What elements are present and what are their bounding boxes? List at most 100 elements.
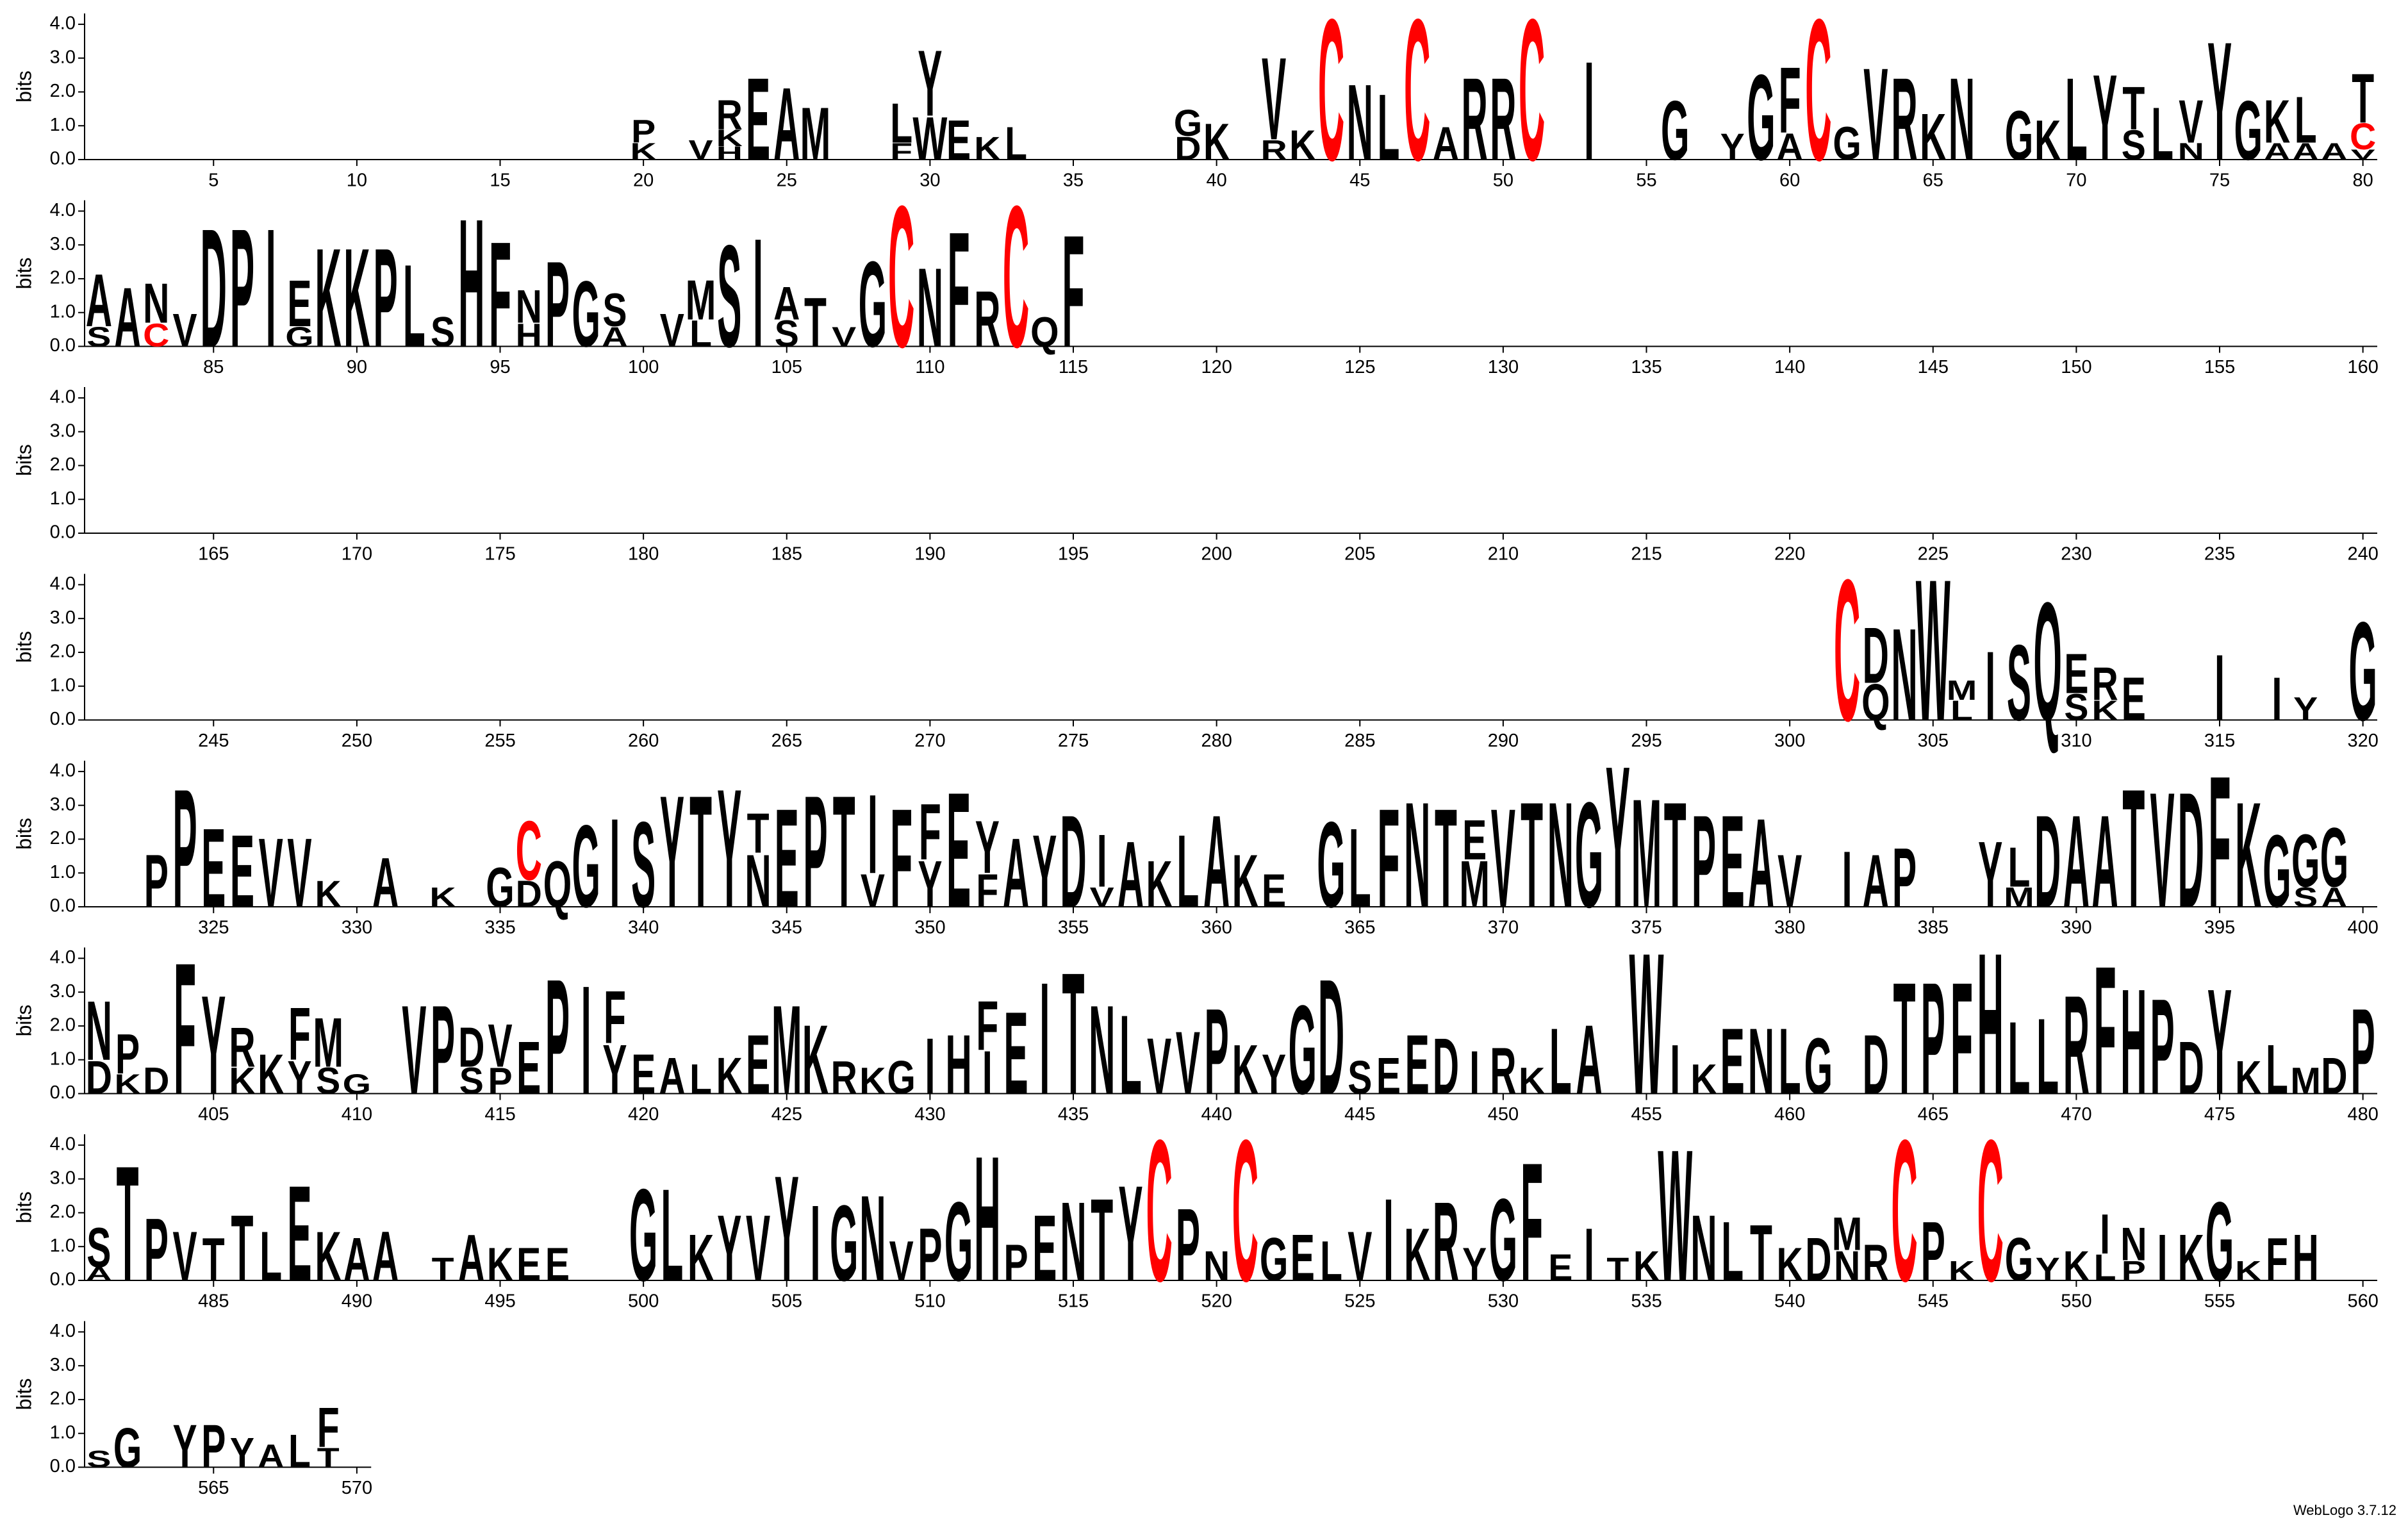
logo-letter: E — [1405, 1017, 1430, 1112]
x-tick-label: 225 — [1918, 544, 1949, 565]
logo-letter: N — [1834, 1243, 1860, 1290]
logo-letter: L — [1779, 1008, 1801, 1114]
logo-letter: K — [1690, 1056, 1717, 1104]
logo-letter: I — [753, 207, 763, 380]
logo-letter: T — [1750, 1208, 1772, 1298]
logo-letter: K — [2235, 1052, 2261, 1104]
y-tick-label: 0.0 — [50, 1082, 76, 1103]
logo-letter: P — [1921, 1204, 1945, 1299]
logo-letter: G — [2005, 1225, 2033, 1294]
logo-letter: A — [114, 270, 140, 365]
x-tick-label: 95 — [490, 357, 510, 377]
logo-letter: S — [87, 1446, 111, 1472]
y-tick-label: 4.0 — [50, 1321, 76, 1341]
x-tick-label: 90 — [347, 357, 367, 377]
logo-letter: L — [689, 313, 712, 355]
logo-letter: G — [1260, 1225, 1288, 1294]
x-tick-label: 520 — [1201, 1291, 1232, 1312]
logo-letter: K — [716, 126, 743, 151]
logo-letter: E — [545, 1238, 570, 1290]
logo-letter: A — [86, 1264, 112, 1285]
logo-row: bits 0.0 1.0 2.0 3.0 4.0 165 170 175 180 185 190 195… — [12, 387, 2378, 565]
logo-letter: F — [948, 199, 970, 382]
y-tick-label: 1.0 — [50, 488, 76, 509]
logo-letter: T — [1062, 937, 1085, 1131]
x-tick-label: 360 — [1201, 918, 1232, 938]
logo-letter: C — [1232, 1098, 1258, 1324]
logo-letter: P — [545, 236, 570, 372]
logo-letter: W — [1658, 1111, 1692, 1321]
logo-letter: S — [459, 1061, 484, 1102]
logo-letter: M — [1832, 1208, 1863, 1260]
logo-letter: K — [487, 1238, 513, 1290]
logo-letter: C — [516, 803, 542, 898]
logo-letter: S — [2122, 122, 2146, 169]
logo-letter: K — [315, 1217, 342, 1296]
logo-letter: K — [802, 1004, 829, 1114]
logo-letter: L — [1320, 1230, 1342, 1293]
y-tick-label: 0.0 — [50, 1456, 76, 1477]
x-tick-label: 570 — [342, 1478, 372, 1498]
x-tick-label: 260 — [628, 731, 659, 751]
logo-letter: L — [689, 1056, 712, 1104]
x-tick-label: 285 — [1344, 731, 1375, 751]
logo-letter: M — [1947, 674, 1977, 706]
x-tick-label: 135 — [1631, 357, 1662, 377]
logo-letter: I — [2157, 1221, 2168, 1295]
logo-letter: Y — [717, 754, 741, 943]
logo-letter: E — [1004, 987, 1028, 1118]
x-tick-label: 315 — [2204, 731, 2235, 751]
logo-letter: K — [1232, 1030, 1258, 1109]
logo-letter: A — [258, 1437, 284, 1475]
footer: WebLogo 3.7.12 — [2293, 1502, 2396, 1518]
x-tick-label: 70 — [2066, 170, 2086, 191]
logo-letter: G — [572, 261, 600, 367]
x-tick-label: 380 — [1774, 918, 1805, 938]
logo-letter: K — [2264, 88, 2290, 156]
logo-letter: F — [890, 781, 912, 938]
logo-letter: E — [287, 267, 311, 340]
logo-letter: L — [2094, 1247, 2116, 1289]
logo-letter: Y — [1720, 126, 1745, 168]
logo-letter: E — [516, 1025, 541, 1110]
x-tick-label: 75 — [2209, 170, 2230, 191]
x-tick-label: 140 — [1774, 357, 1805, 377]
logo-letter: R — [2063, 967, 2090, 1124]
logo-row: bits 0.0 1.0 2.0 3.0 4.0 5 10 15 20 25 30 35 40 45 50 55… — [12, 0, 2377, 203]
y-tick-label: 2.0 — [50, 828, 76, 848]
y-tick-label: 2.0 — [50, 454, 76, 475]
logo-letter: D — [201, 194, 227, 383]
logo-letter: G — [2234, 83, 2263, 178]
logo-letter: C — [143, 317, 169, 354]
logo-letter: C — [1834, 538, 1860, 764]
logo-letter: E — [946, 759, 971, 942]
logo-letter: N — [1891, 601, 1917, 748]
logo-letter: K — [315, 220, 342, 377]
logo-letter: G — [2005, 96, 2033, 175]
logo-letter: D — [143, 1061, 169, 1102]
logo-letter: H — [945, 1017, 971, 1112]
x-tick-label: 445 — [1344, 1104, 1375, 1125]
logo-letter: E — [1720, 788, 1745, 935]
x-tick-label: 270 — [914, 731, 945, 751]
logo-letter: R — [1891, 53, 1917, 185]
logo-letter: S — [87, 321, 111, 352]
logo-letter: C — [1146, 1098, 1173, 1324]
logo-letter: L — [1950, 695, 1973, 726]
y-tick-label: 4.0 — [50, 387, 76, 408]
logo-letter: E — [746, 53, 770, 185]
x-tick-label: 435 — [1058, 1104, 1089, 1125]
logo-letter: Y — [2036, 1251, 2060, 1288]
logo-letter: P — [201, 1412, 226, 1480]
logo-letter: L — [1378, 74, 1400, 180]
y-axis-label: bits — [12, 1191, 35, 1223]
logo-letter: F — [1062, 203, 1085, 381]
logo-letter: V — [402, 979, 426, 1120]
x-tick-label: 400 — [2347, 918, 2378, 938]
logo-letter: F — [1378, 781, 1400, 938]
y-tick-label: 1.0 — [50, 862, 76, 882]
logo-letter: T — [804, 283, 827, 361]
logo-letter: K — [974, 130, 1000, 167]
x-tick-label: 525 — [1344, 1291, 1375, 1312]
logo-letter: L — [288, 1425, 311, 1477]
